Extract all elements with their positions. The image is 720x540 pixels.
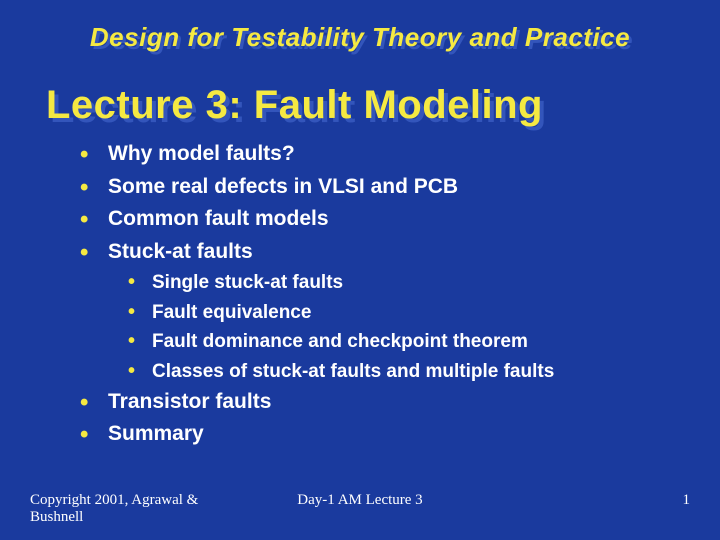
list-item: Summary [80, 418, 720, 451]
list-item: Stuck-at faults [80, 236, 720, 269]
bullet-list: Why model faults? Some real defects in V… [80, 138, 720, 268]
slide-content: Why model faults? Some real defects in V… [0, 128, 720, 451]
slide-footer: Copyright 2001, Agrawal & Bushnell Day-1… [0, 492, 720, 526]
bullet-list-continued: Transistor faults Summary [80, 386, 720, 451]
slide-title: Lecture 3: Fault Modeling [0, 53, 720, 128]
list-item: Transistor faults [80, 386, 720, 419]
list-item: Some real defects in VLSI and PCB [80, 171, 720, 204]
slide-header: Design for Testability Theory and Practi… [0, 0, 720, 53]
list-item: Classes of stuck-at faults and multiple … [128, 357, 720, 386]
sub-bullet-list: Single stuck-at faults Fault equivalence… [80, 268, 720, 386]
footer-lecture: Day-1 AM Lecture 3 [250, 492, 470, 526]
list-item: Fault dominance and checkpoint theorem [128, 327, 720, 356]
footer-copyright: Copyright 2001, Agrawal & Bushnell [30, 492, 250, 526]
list-item: Common fault models [80, 203, 720, 236]
list-item: Fault equivalence [128, 298, 720, 327]
list-item: Why model faults? [80, 138, 720, 171]
footer-page-number: 1 [470, 492, 690, 526]
list-item: Single stuck-at faults [128, 268, 720, 297]
